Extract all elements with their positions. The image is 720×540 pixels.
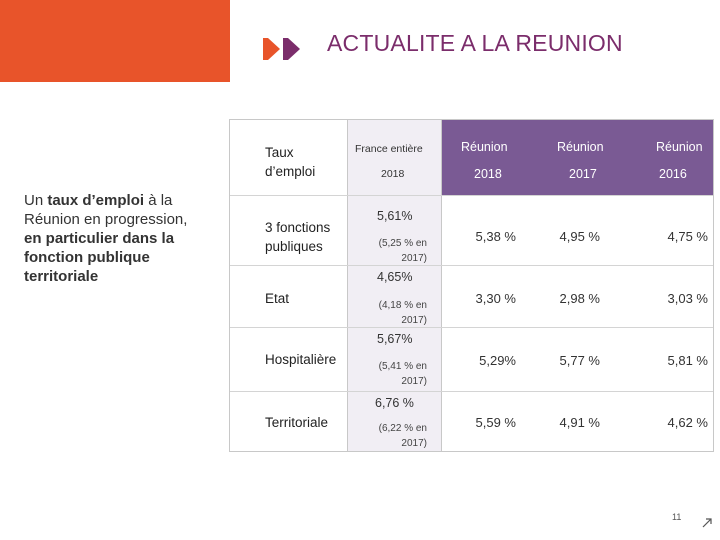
row-label-hospitaliere: Hospitalière	[265, 352, 337, 367]
arrow-icon[interactable]	[700, 516, 714, 530]
header-reunion-2016-title: Réunion	[656, 140, 703, 154]
reunion-2018-value: 5,59 %	[475, 415, 516, 430]
reunion-header-band	[441, 119, 714, 195]
row-label-territoriale: Territoriale	[265, 415, 329, 430]
row-divider	[229, 391, 714, 392]
table-frame	[229, 119, 714, 452]
page-title: ACTUALITE A LA REUNION	[327, 30, 623, 56]
col-divider	[441, 119, 442, 452]
header-label: Taux d’emploi	[265, 145, 316, 179]
reunion-2018-value: 5,38 %	[475, 229, 516, 244]
reunion-2018-value: 3,30 %	[475, 291, 516, 306]
reunion-2018-value: 5,29%	[479, 353, 516, 368]
reunion-2017-value: 5,77 %	[559, 353, 600, 368]
orange-accent-bar	[0, 0, 230, 82]
row-label-etat: Etat	[265, 291, 290, 306]
header-reunion-2016-year: 2016	[659, 167, 687, 181]
row-divider	[229, 195, 714, 196]
col-divider	[347, 119, 348, 452]
row-divider	[229, 327, 714, 328]
france-column-bg	[347, 119, 441, 452]
france-value: 5,67%	[377, 332, 413, 346]
reunion-2016-value: 4,75 %	[667, 229, 708, 244]
france-previous-value: (4,18 % en 2017)	[378, 300, 427, 326]
france-value: 5,61%	[377, 209, 413, 223]
double-chevron-icon	[263, 38, 300, 60]
header-reunion-2017-title: Réunion	[557, 140, 604, 154]
header-reunion-2018-title: Réunion	[461, 140, 508, 154]
header-france-year: 2018	[381, 168, 405, 180]
france-previous-value: (5,41 % en 2017)	[378, 361, 427, 387]
france-previous-value: (6,22 % en 2017)	[378, 423, 427, 449]
reunion-2016-value: 4,62 %	[667, 415, 708, 430]
header-reunion-2018-year: 2018	[474, 167, 502, 181]
france-value: 6,76 %	[375, 396, 414, 410]
page-number: 11	[672, 512, 682, 522]
row-label-3-fonctions: 3 fonctions publiques	[265, 220, 331, 254]
reunion-2017-value: 4,91 %	[559, 415, 600, 430]
france-previous-value: (5,25 % en 2017)	[378, 238, 427, 264]
left-summary-text: Un taux d’emploi à la Réunion en progres…	[24, 192, 188, 285]
reunion-2016-value: 5,81 %	[667, 353, 708, 368]
employment-rate-table: Taux d’emploi France entière 2018 Réunio…	[229, 119, 714, 452]
reunion-2016-value: 3,03 %	[667, 291, 708, 306]
france-value: 4,65%	[377, 270, 413, 284]
header-reunion-2017-year: 2017	[569, 167, 597, 181]
reunion-2017-value: 4,95 %	[559, 229, 600, 244]
header-france-title: France entière	[355, 143, 423, 155]
row-divider	[229, 265, 714, 266]
reunion-2017-value: 2,98 %	[559, 291, 600, 306]
